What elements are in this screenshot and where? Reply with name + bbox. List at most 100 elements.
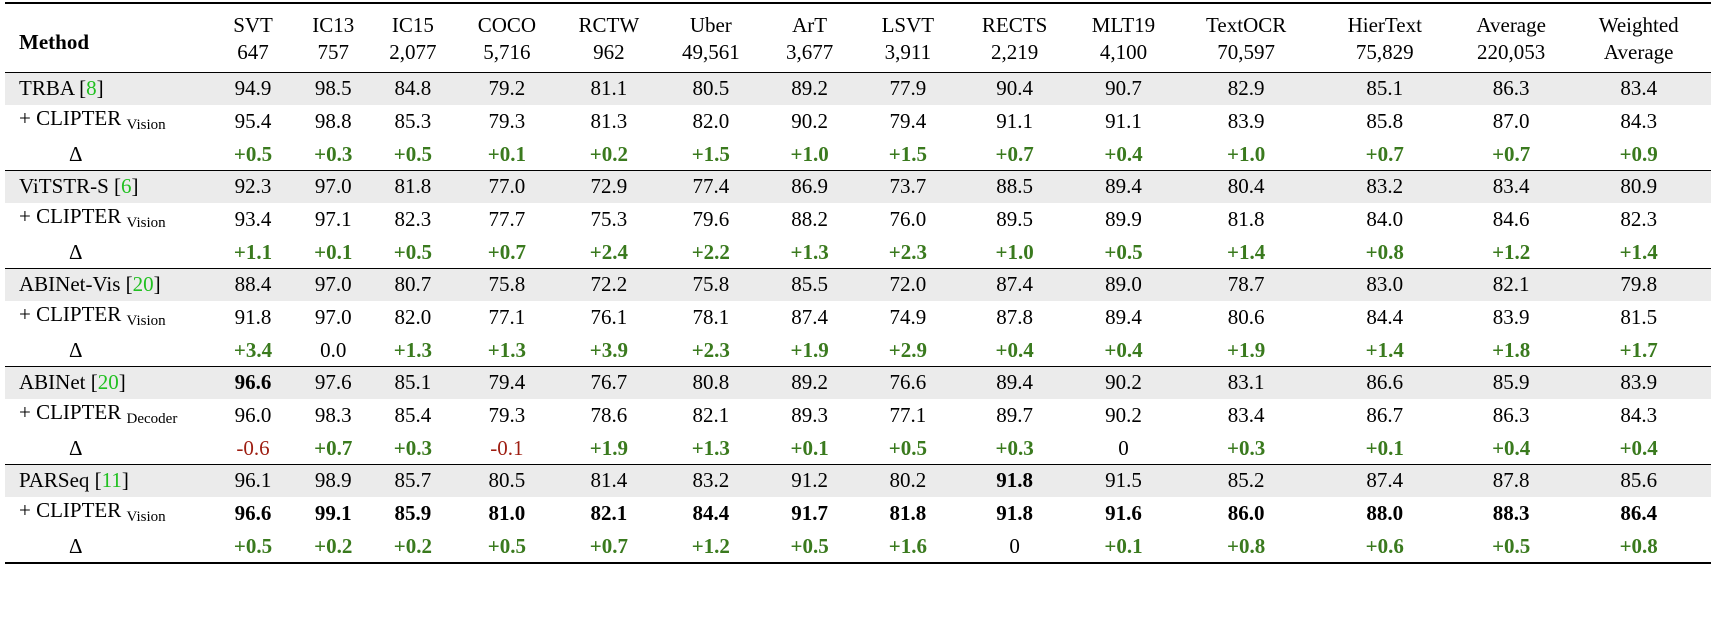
delta-cell: +0.5 [393, 141, 432, 166]
value-cell: 82.0 [692, 109, 730, 133]
value-cell: 88.2 [791, 207, 828, 231]
delta-cell: +0.7 [1492, 141, 1531, 166]
column-header-uber: Uber [689, 13, 732, 37]
value-cell: 89.7 [996, 403, 1033, 427]
method-name: PARSeq [ [19, 468, 102, 493]
table-row-clipter: + CLIPTER Vision 96.6 99.1 85.9 81.0 82.1 84.4… [5, 497, 1711, 531]
citation-bracket: ] [96, 76, 104, 101]
column-count: 5,716 [483, 40, 531, 64]
value-cell: 79.2 [453, 72, 561, 105]
delta-cell: +2.2 [691, 239, 730, 264]
delta-cell: +0.9 [1619, 141, 1658, 166]
value-cell: 79.8 [1566, 268, 1711, 301]
value-cell: 82.1 [1455, 268, 1567, 301]
citation-bracket: ] [153, 272, 161, 297]
delta-cell: +1.9 [790, 337, 829, 362]
delta-cell: +1.3 [790, 239, 829, 264]
value-cell: 78.1 [692, 305, 730, 329]
value-cell: 85.9 [1455, 366, 1567, 399]
value-cell: 80.5 [453, 464, 561, 497]
value-cell: 74.9 [889, 305, 927, 329]
value-cell: 81.8 [889, 501, 927, 525]
delta-cell: 0 [1118, 435, 1129, 460]
column-header-coco: COCO [477, 13, 537, 37]
value-cell: 81.8 [1227, 207, 1265, 231]
value-cell: 87.4 [791, 305, 828, 329]
column-count: 757 [317, 40, 349, 64]
delta-cell: +1.5 [691, 141, 730, 166]
table-row-baseline: ABINet [20] 96.6 97.6 85.1 79.4 76.7 80.8 89.2 7… [5, 366, 1711, 399]
delta-cell: +2.4 [589, 239, 628, 264]
value-cell: 80.7 [372, 268, 454, 301]
value-cell: 86.7 [1366, 403, 1404, 427]
method-cell: + CLIPTER Vision [5, 105, 212, 139]
delta-symbol: Δ [69, 337, 83, 362]
column-header-textocr: TextOCR [1206, 13, 1287, 37]
delta-cell: +1.0 [995, 239, 1034, 264]
value-cell: 97.6 [293, 366, 373, 399]
value-cell: 81.4 [560, 464, 658, 497]
citation-link: 8 [86, 76, 97, 101]
method-name: ABINet [ [19, 370, 98, 395]
value-cell: 85.1 [372, 366, 454, 399]
column-count: 3,677 [785, 40, 834, 64]
value-cell: 98.9 [293, 464, 373, 497]
value-cell: 93.4 [234, 207, 272, 231]
citation-link: 20 [97, 370, 119, 395]
value-cell: 79.4 [453, 366, 561, 399]
value-cell: 90.2 [791, 109, 828, 133]
column-count: 4,100 [1099, 40, 1148, 64]
value-cell: 73.7 [854, 170, 961, 203]
value-cell: 97.1 [314, 207, 352, 231]
value-cell: 85.4 [394, 403, 432, 427]
delta-cell: +3.9 [589, 337, 628, 362]
delta-cell: +1.7 [1619, 337, 1658, 362]
value-cell: 83.9 [1566, 366, 1711, 399]
value-cell: 80.9 [1566, 170, 1711, 203]
delta-cell: +1.0 [790, 141, 829, 166]
table-row-clipter: + CLIPTER Decoder 96.0 98.3 85.4 79.3 78.6 82.… [5, 399, 1711, 433]
value-cell: 91.7 [791, 501, 828, 525]
value-cell: 89.3 [791, 403, 828, 427]
value-cell: 95.4 [234, 109, 272, 133]
table-row-delta: Δ +3.4 0.0 +1.3 +1.3 +3.9 +2.3 +1.9 +2.9 +0.4 +0.4… [5, 335, 1711, 367]
delta-cell: +0.1 [1104, 533, 1143, 558]
method-cell: + CLIPTER Vision [5, 301, 212, 335]
value-cell: 87.4 [960, 268, 1069, 301]
value-cell: 87.0 [1492, 109, 1530, 133]
delta-cell: +0.2 [314, 533, 353, 558]
delta-cell: +0.5 [233, 533, 273, 558]
column-header-ic13: IC13 [312, 13, 355, 37]
value-cell: 79.4 [889, 109, 927, 133]
value-cell: 80.5 [657, 72, 765, 105]
column-count: 3,911 [884, 40, 932, 64]
method-name: ABINet-Vis [ [19, 272, 133, 297]
delta-cell: +1.4 [1365, 337, 1404, 362]
delta-cell: +0.8 [1619, 533, 1658, 558]
delta-cell: +0.8 [1365, 239, 1404, 264]
delta-symbol: Δ [69, 141, 83, 166]
column-header-hiertext: HierText [1347, 13, 1422, 37]
value-cell: 90.4 [960, 72, 1069, 105]
delta-cell: +0.1 [487, 141, 526, 166]
delta-cell: +0.1 [314, 239, 353, 264]
delta-cell: +0.2 [393, 533, 432, 558]
column-count: 75,829 [1355, 40, 1414, 64]
value-cell: 78.7 [1178, 268, 1314, 301]
value-cell: 72.9 [560, 170, 658, 203]
value-cell: 81.5 [1620, 305, 1658, 329]
value-cell: 98.8 [314, 109, 352, 133]
delta-cell: +1.8 [1492, 337, 1531, 362]
value-cell: 91.6 [1105, 501, 1142, 525]
delta-cell: -0.6 [236, 435, 270, 460]
value-cell: 81.8 [372, 170, 454, 203]
value-cell: 88.3 [1492, 501, 1530, 525]
method-cell: ABINet-Vis [20] [5, 268, 213, 301]
value-cell: 86.9 [764, 170, 855, 203]
value-cell: 98.5 [293, 72, 373, 105]
value-cell: 87.4 [1313, 464, 1456, 497]
delta-cell: +0.3 [393, 435, 432, 460]
value-cell: 91.8 [234, 305, 272, 329]
column-count: 70,597 [1217, 40, 1276, 64]
value-cell: 84.3 [1620, 109, 1658, 133]
